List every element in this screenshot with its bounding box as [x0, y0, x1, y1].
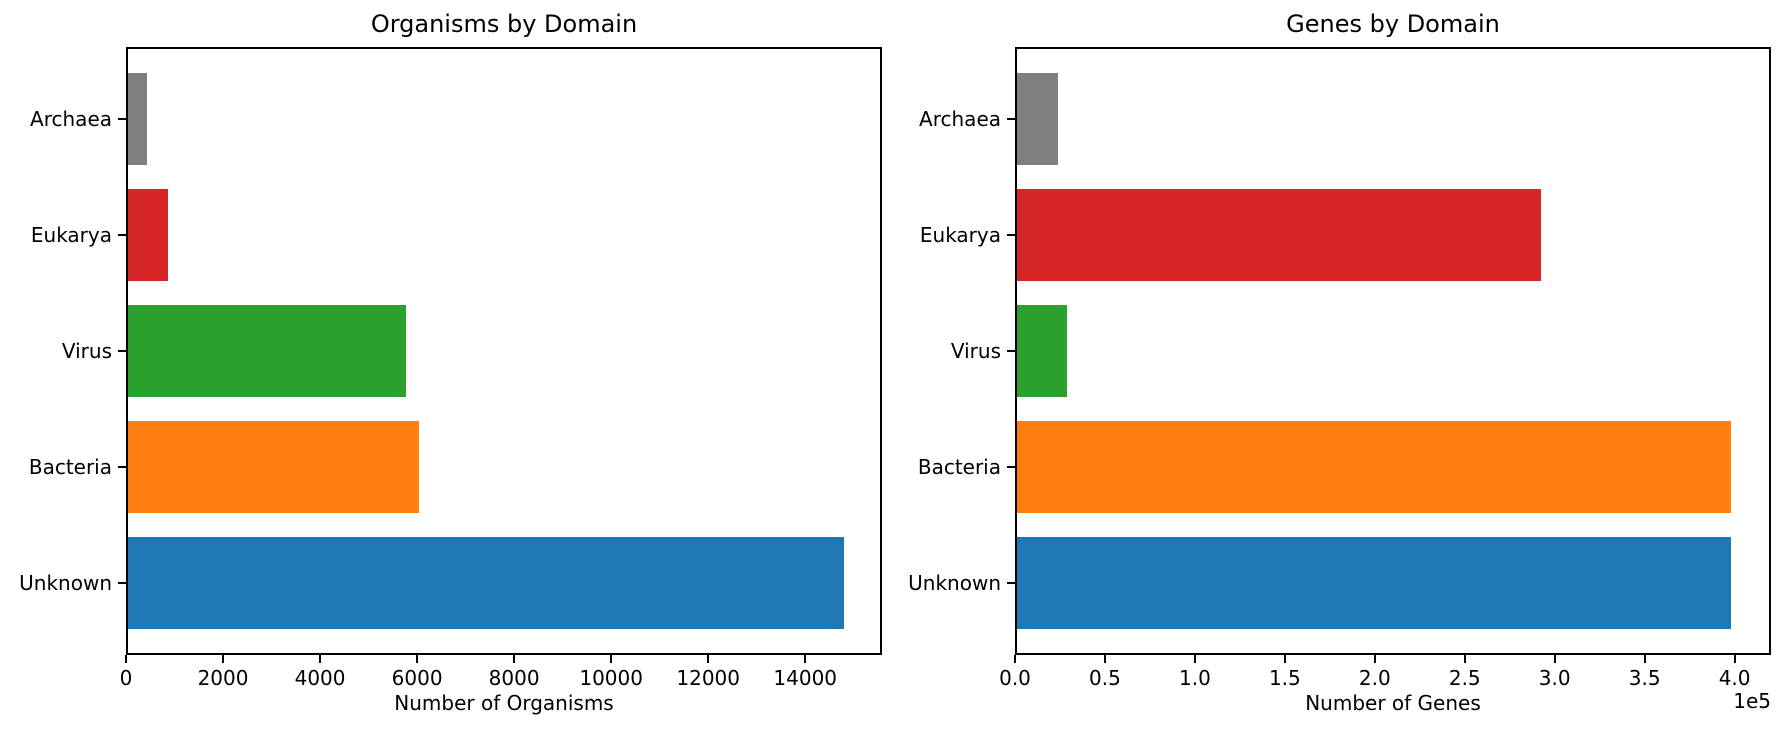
chart-title-organisms: Organisms by Domain [370, 10, 638, 38]
x-tick-mark [804, 655, 807, 663]
x-tick-mark [610, 655, 613, 663]
bar-unknown [1017, 537, 1731, 629]
x-tick-label: 4000 [294, 666, 346, 690]
y-tick-mark [1007, 582, 1015, 584]
x-tick-label: 8000 [488, 666, 540, 690]
bar-archaea [1017, 73, 1058, 165]
y-tick-mark [1007, 118, 1015, 120]
plot-area-organisms [126, 47, 882, 655]
x-tick-label: 0.5 [1089, 666, 1121, 690]
x-tick-mark [1014, 655, 1016, 663]
x-tick-label: 0 [119, 666, 133, 690]
x-tick-mark [1373, 655, 1376, 663]
y-tick-mark [1007, 350, 1015, 352]
plot-area-genes [1015, 47, 1771, 655]
x-tick-mark [1643, 655, 1646, 663]
x-tick-label: 0.0 [999, 666, 1031, 690]
y-tick-label-virus: Virus [950, 339, 1001, 363]
x-tick-mark [416, 655, 419, 663]
y-tick-mark [118, 350, 126, 352]
y-tick-mark [118, 234, 126, 236]
bar-eukarya [1017, 189, 1541, 281]
x-tick-mark [125, 655, 127, 663]
y-tick-mark [118, 466, 126, 468]
x-tick-label: 2000 [197, 666, 249, 690]
bar-bacteria [128, 421, 419, 513]
x-tick-label: 2.5 [1448, 666, 1481, 690]
x-tick-label: 4.0 [1718, 666, 1751, 690]
chart-title-genes: Genes by Domain [1286, 10, 1500, 38]
y-tick-mark [1007, 234, 1015, 236]
x-tick-label: 1.5 [1268, 666, 1301, 690]
y-tick-mark [1007, 466, 1015, 468]
axis-offset-multiplier-label: 1e5 [1733, 689, 1771, 713]
x-tick-mark [1733, 655, 1736, 663]
y-tick-label-eukarya: Eukarya [919, 223, 1001, 247]
x-tick-mark [513, 655, 516, 663]
x-tick-label: 1.0 [1178, 666, 1211, 690]
y-tick-label-bacteria: Bacteria [917, 455, 1001, 479]
y-tick-mark [118, 118, 126, 120]
x-tick-mark [1553, 655, 1556, 663]
x-tick-label: 12000 [676, 666, 740, 690]
y-tick-label-archaea: Archaea [919, 107, 1001, 131]
bar-bacteria [1017, 421, 1731, 513]
y-tick-mark [118, 582, 126, 584]
bar-eukarya [128, 189, 168, 281]
y-tick-label-virus: Virus [61, 339, 112, 363]
y-tick-label-eukarya: Eukarya [30, 223, 112, 247]
x-tick-mark [1463, 655, 1466, 663]
x-tick-label: 10000 [579, 666, 643, 690]
x-tick-mark [1103, 655, 1106, 663]
y-tick-label-archaea: Archaea [30, 107, 112, 131]
bar-virus [128, 305, 406, 397]
x-tick-label: 2.0 [1358, 666, 1391, 690]
y-tick-label-unknown: Unknown [908, 571, 1001, 595]
bar-virus [1017, 305, 1067, 397]
x-tick-mark [707, 655, 710, 663]
x-tick-label: 6000 [391, 666, 443, 690]
x-tick-mark [1193, 655, 1196, 663]
x-tick-label: 3.5 [1628, 666, 1661, 690]
y-tick-label-bacteria: Bacteria [28, 455, 112, 479]
x-axis-label-organisms: Number of Organisms [394, 691, 614, 715]
y-tick-label-unknown: Unknown [19, 571, 112, 595]
bar-archaea [128, 73, 147, 165]
x-tick-mark [319, 655, 322, 663]
x-axis-label-genes: Number of Genes [1305, 691, 1481, 715]
bar-unknown [128, 537, 844, 629]
x-tick-label: 14000 [773, 666, 838, 690]
x-tick-label: 3.0 [1538, 666, 1571, 690]
x-tick-mark [1283, 655, 1286, 663]
x-tick-mark [222, 655, 225, 663]
